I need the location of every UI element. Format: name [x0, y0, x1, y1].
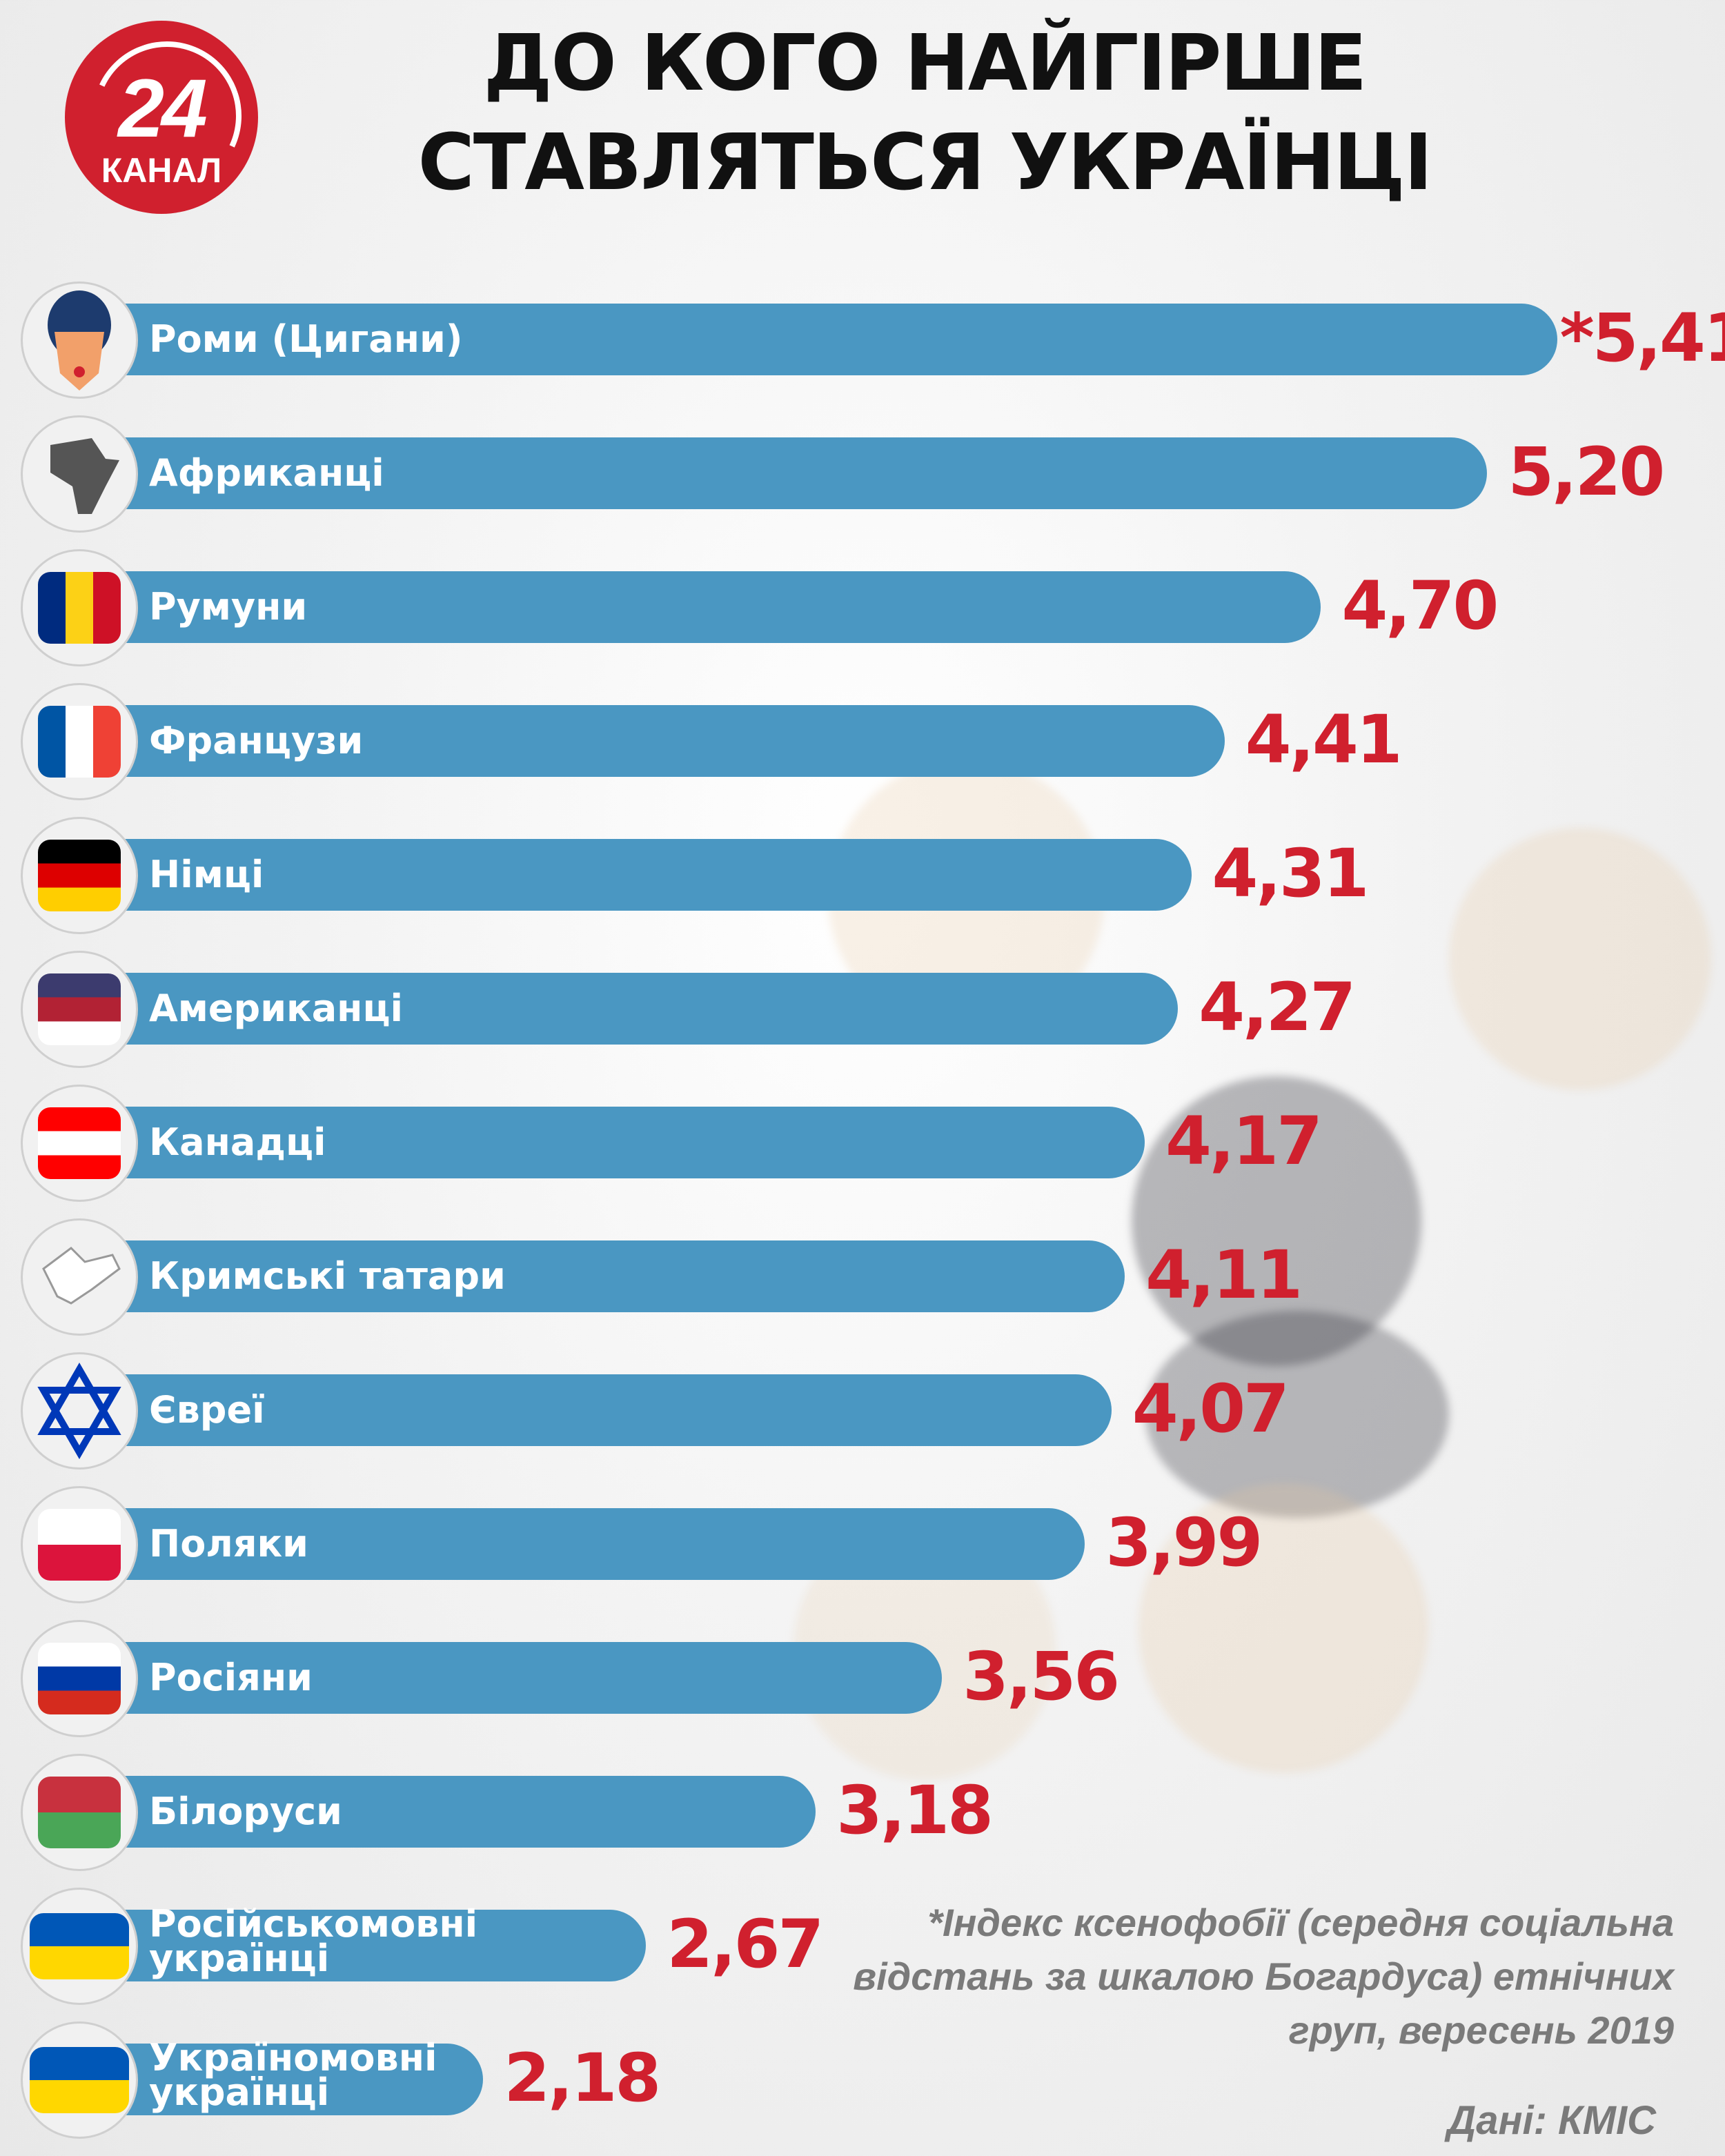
category-label: Євреї — [149, 1388, 265, 1432]
roma-woman-icon — [21, 281, 138, 399]
footnote-line: відстань за шкалою Богардуса) етнічних — [853, 1955, 1674, 1998]
bar — [117, 571, 1321, 643]
bar — [117, 839, 1192, 911]
value-label: 3,99 — [1105, 1504, 1263, 1581]
value-label: 5,20 — [1508, 433, 1665, 511]
bar — [117, 973, 1179, 1045]
value-label: 3,18 — [836, 1772, 994, 1849]
value-label: 4,31 — [1212, 835, 1370, 912]
russia-flag-icon — [21, 1620, 138, 1737]
bar — [117, 705, 1225, 777]
crimea-map-icon — [21, 1218, 138, 1336]
category-label: Роми (Цигани) — [149, 317, 463, 361]
category-label: Румуни — [149, 585, 308, 629]
star-of-david-icon — [21, 1352, 138, 1470]
value-label: 4,70 — [1341, 567, 1499, 644]
category-label: Російськомовні українці — [149, 1902, 478, 1980]
africa-map-icon — [21, 415, 138, 533]
category-label: Україномовні українці — [149, 2036, 437, 2114]
canada-flag-icon — [21, 1085, 138, 1202]
bar — [117, 1374, 1112, 1446]
category-label: Французи — [149, 719, 364, 762]
title-line-2: СТАВЛЯТЬСЯ УКРАЇНЦІ — [417, 118, 1433, 208]
bar — [117, 437, 1488, 509]
footnote-line: груп, вересень 2019 — [1288, 2008, 1674, 2052]
usa-flag-icon — [21, 951, 138, 1068]
bar — [117, 1642, 943, 1714]
value-label: *5,41 — [1559, 299, 1725, 377]
footnote-line: *Індекс ксенофобії (середня соціальна — [927, 1901, 1674, 1944]
background-pawn-decoration — [1132, 1076, 1421, 1366]
category-label: Американці — [149, 987, 403, 1030]
value-label: 4,17 — [1165, 1102, 1323, 1180]
bar — [117, 2044, 484, 2115]
bar — [117, 1107, 1145, 1178]
category-label: Німці — [149, 853, 264, 896]
bar — [117, 304, 1557, 375]
bar — [117, 1776, 816, 1848]
bar — [117, 1240, 1125, 1312]
category-label: Росіяни — [149, 1656, 313, 1699]
footnote: *Індекс ксенофобії (середня соціальна ві… — [708, 1896, 1674, 2057]
background-pawn-decoration — [1138, 1483, 1428, 1773]
category-label: Кримські татари — [149, 1254, 506, 1298]
belarus-flag-icon — [21, 1754, 138, 1871]
value-label: 4,11 — [1145, 1236, 1303, 1314]
logo-text: КАНАЛ — [101, 151, 222, 190]
category-label: Білоруси — [149, 1790, 343, 1833]
title-line-1: ДО КОГО НАЙГІРШЕ — [483, 19, 1367, 108]
logo-number: 24 — [118, 62, 207, 155]
value-label: 2,18 — [504, 2039, 661, 2117]
bar — [117, 1910, 647, 1981]
channel-24-logo: 24 КАНАЛ — [65, 20, 263, 214]
chart-title: ДО КОГО НАЙГІРШЕ СТАВЛЯТЬСЯ УКРАЇНЦІ — [290, 14, 1559, 212]
ukraine-russian-lips-icon — [21, 1888, 138, 2005]
category-label: Поляки — [149, 1522, 309, 1565]
value-label: 3,56 — [963, 1638, 1120, 1715]
background-pawn-decoration — [1449, 828, 1711, 1090]
value-label: 2,67 — [667, 1906, 824, 1983]
germany-flag-icon — [21, 817, 138, 934]
background-pawn-decoration — [1145, 1311, 1449, 1518]
data-source: Дані: КМІС — [1447, 2098, 1656, 2143]
category-label: Канадці — [149, 1120, 326, 1164]
value-label: 4,27 — [1199, 969, 1356, 1046]
ukraine-lips-icon — [21, 2021, 138, 2139]
value-label: 4,07 — [1132, 1370, 1290, 1447]
category-label: Африканці — [149, 451, 384, 495]
romania-flag-icon — [21, 549, 138, 666]
bar — [117, 1508, 1085, 1580]
poland-flag-icon — [21, 1486, 138, 1603]
value-label: 4,41 — [1245, 701, 1403, 778]
france-flag-icon — [21, 683, 138, 800]
